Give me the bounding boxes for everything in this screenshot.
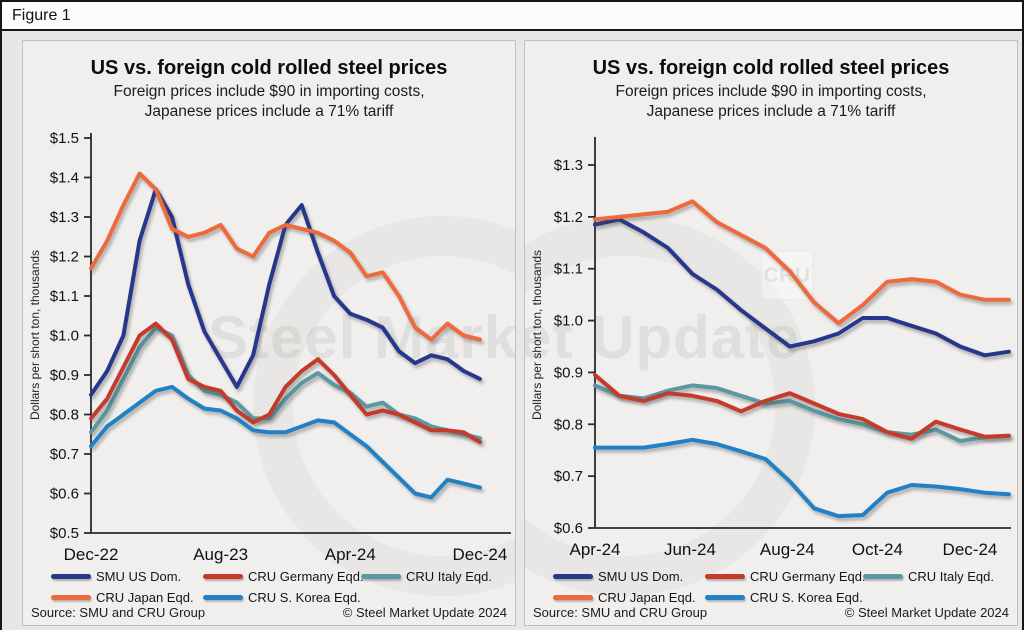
legend: SMU US Dom. CRU Germany Eqd. CRU Italy Eqd… bbox=[553, 569, 994, 605]
plot-area: $1.5 $1.4 $1.3 $1.2 $1.1 $1.0 $0.9 $0.8 $0.7 $0.6… bbox=[50, 130, 511, 564]
legend-item-smu-us-dom: SMU US Dom. bbox=[553, 569, 705, 584]
y-tick-label: $1.2 bbox=[50, 249, 79, 266]
copyright-note: © Steel Market Update 2024 bbox=[844, 605, 1009, 620]
legend-item-cru-s-korea-eqd: CRU S. Korea Eqd. bbox=[203, 590, 361, 605]
source-note: Source: SMU and CRU Group bbox=[533, 605, 708, 620]
x-tick-label: Aug-24 bbox=[760, 540, 815, 559]
series-line-cru-s-korea-eqd bbox=[593, 437, 1011, 519]
legend-item-cru-s-korea-eqd: CRU S. Korea Eqd. bbox=[705, 590, 863, 605]
chart-title: US vs. foreign cold rolled steel prices bbox=[90, 57, 448, 79]
legend-item-smu-us-dom: SMU US Dom. bbox=[51, 569, 203, 584]
legend-label-smu-us-dom: SMU US Dom. bbox=[598, 569, 684, 584]
series-line-cru-germany-eqd bbox=[593, 373, 1011, 441]
chart-subtitle-line2: Japanese prices include a 71% tariff bbox=[646, 103, 896, 120]
plot-area: $1.3 $1.2 $1.1 $1.0 $0.9 $0.8 $0.7 $0.6 Apr-24 Ju… bbox=[554, 137, 1011, 559]
x-tick-label: Dec-24 bbox=[943, 540, 998, 559]
legend-label-cru-italy-eqd: CRU Italy Eqd. bbox=[908, 569, 994, 584]
legend-label-cru-s-korea-eqd: CRU S. Korea Eqd. bbox=[248, 590, 361, 605]
legend-swatch-cru-s-korea-eqd bbox=[705, 595, 745, 600]
y-tick-label: $1.4 bbox=[50, 170, 79, 187]
chart-title: US vs. foreign cold rolled steel prices bbox=[592, 57, 950, 79]
legend-item-cru-japan-eqd: CRU Japan Eqd. bbox=[51, 590, 203, 605]
chart-panel-left: Steel Market Update US vs. foreign cold … bbox=[22, 40, 516, 626]
legend-item-cru-italy-eqd: CRU Italy Eqd. bbox=[863, 569, 994, 584]
series-line-cru-japan-eqd bbox=[89, 171, 482, 342]
y-tick-label: $0.9 bbox=[50, 367, 79, 384]
y-tick-label: $0.9 bbox=[554, 364, 583, 381]
chart-subtitle-line1: Foreign prices include $90 in importing … bbox=[113, 83, 425, 100]
y-tick-label: $1.3 bbox=[554, 157, 583, 174]
x-tick-label: Apr-24 bbox=[325, 545, 376, 564]
y-tick-label: $1.1 bbox=[554, 261, 583, 278]
legend-swatch-smu-us-dom bbox=[553, 574, 593, 579]
x-tick-label: Oct-24 bbox=[852, 540, 903, 559]
legend-item-cru-japan-eqd: CRU Japan Eqd. bbox=[553, 590, 705, 605]
series-line-smu-us-dom bbox=[593, 217, 1011, 358]
chart-subtitle-line2: Japanese prices include a 71% tariff bbox=[144, 103, 394, 120]
y-tick-label: $1.3 bbox=[50, 209, 79, 226]
y-tick-label: $0.6 bbox=[554, 520, 583, 537]
x-tick-label: Dec-22 bbox=[64, 545, 119, 564]
chart-subtitle-line1: Foreign prices include $90 in importing … bbox=[615, 83, 927, 100]
legend-swatch-cru-germany-eqd bbox=[705, 574, 745, 579]
legend-swatch-cru-italy-eqd bbox=[361, 574, 401, 579]
legend-label-cru-germany-eqd: CRU Germany Eqd. bbox=[248, 569, 364, 584]
legend-label-cru-japan-eqd: CRU Japan Eqd. bbox=[598, 590, 696, 605]
legend: SMU US Dom. CRU Germany Eqd. CRU Italy Eqd… bbox=[51, 569, 492, 605]
axis-lines bbox=[594, 137, 1011, 529]
x-tick-label: Aug-23 bbox=[193, 545, 248, 564]
legend-label-cru-germany-eqd: CRU Germany Eqd. bbox=[750, 569, 866, 584]
copyright-note: © Steel Market Update 2024 bbox=[342, 605, 507, 620]
y-tick-label: $1.2 bbox=[554, 209, 583, 226]
y-tick-label: $1.0 bbox=[50, 328, 79, 345]
y-tick-label: $1.0 bbox=[554, 313, 583, 330]
x-tick-label: Jun-24 bbox=[664, 540, 716, 559]
legend-label-smu-us-dom: SMU US Dom. bbox=[96, 569, 182, 584]
y-tick-label: $0.7 bbox=[554, 468, 583, 485]
legend-item-cru-germany-eqd: CRU Germany Eqd. bbox=[203, 569, 364, 584]
y-tick-label: $0.5 bbox=[50, 525, 79, 542]
legend-swatch-cru-japan-eqd bbox=[553, 595, 593, 600]
legend-item-cru-germany-eqd: CRU Germany Eqd. bbox=[705, 569, 866, 584]
legend-swatch-smu-us-dom bbox=[51, 574, 91, 579]
y-tick-label: $1.1 bbox=[50, 288, 79, 305]
chart-panel-right: Steel Market Update CRU US vs. foreign c… bbox=[524, 40, 1018, 626]
series-line-cru-germany-eqd bbox=[89, 321, 482, 445]
y-tick-label: $1.5 bbox=[50, 130, 79, 147]
legend-label-cru-italy-eqd: CRU Italy Eqd. bbox=[406, 569, 492, 584]
series-line-cru-japan-eqd bbox=[593, 199, 1011, 326]
figure-label-bar: Figure 1 bbox=[2, 2, 1022, 31]
legend-swatch-cru-germany-eqd bbox=[203, 574, 243, 579]
series-line-smu-us-dom bbox=[89, 187, 482, 397]
legend-swatch-cru-japan-eqd bbox=[51, 595, 91, 600]
legend-label-cru-japan-eqd: CRU Japan Eqd. bbox=[96, 590, 194, 605]
y-tick-label: $0.6 bbox=[50, 486, 79, 503]
x-tick-label: Apr-24 bbox=[569, 540, 620, 559]
series-line-cru-italy-eqd bbox=[89, 325, 482, 441]
series-line-cru-italy-eqd bbox=[593, 383, 1011, 443]
y-tick-label: $0.8 bbox=[554, 416, 583, 433]
figure-label: Figure 1 bbox=[12, 7, 71, 24]
legend-item-cru-italy-eqd: CRU Italy Eqd. bbox=[361, 569, 492, 584]
legend-label-cru-s-korea-eqd: CRU S. Korea Eqd. bbox=[750, 590, 863, 605]
series-line-cru-s-korea-eqd bbox=[89, 384, 482, 500]
y-tick-label: $0.8 bbox=[50, 407, 79, 424]
y-tick-label: $0.7 bbox=[50, 446, 79, 463]
legend-swatch-cru-s-korea-eqd bbox=[203, 595, 243, 600]
legend-swatch-cru-italy-eqd bbox=[863, 574, 903, 579]
x-tick-label: Dec-24 bbox=[453, 545, 508, 564]
source-note: Source: SMU and CRU Group bbox=[31, 605, 206, 620]
